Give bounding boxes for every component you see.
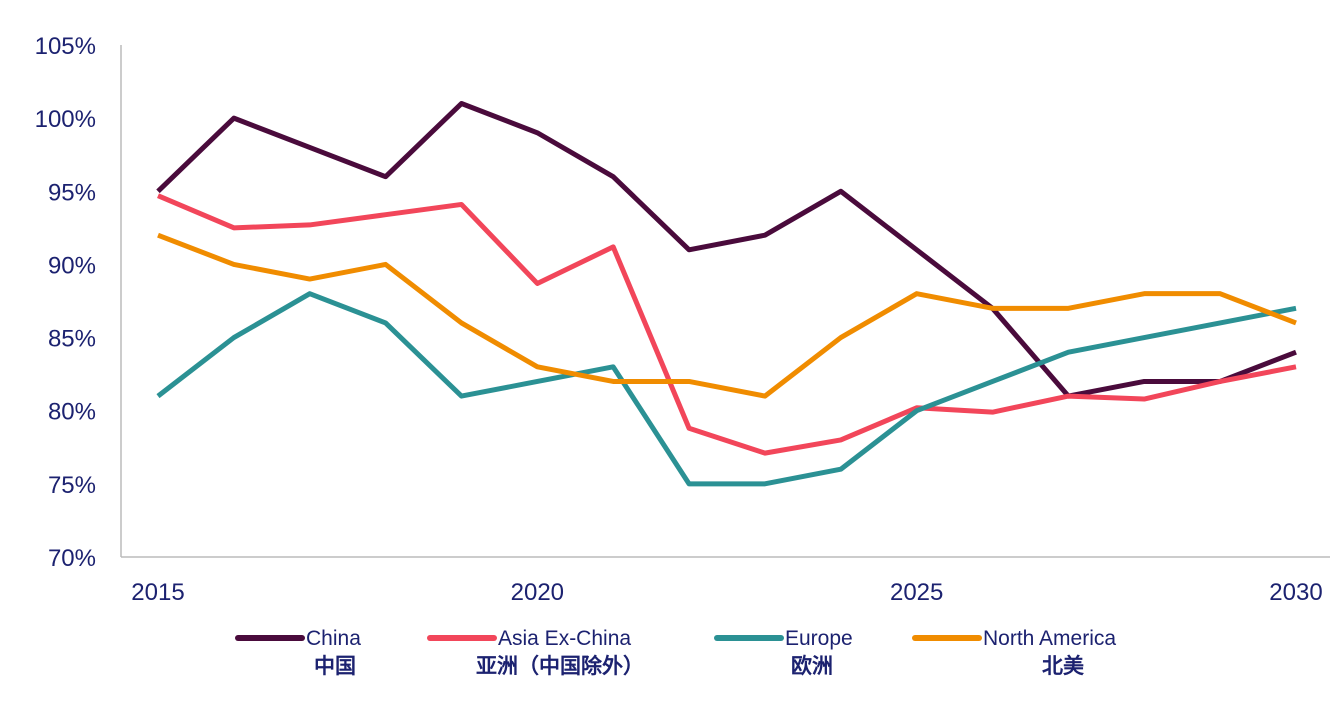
legend-item: Asia Ex-China 亚洲（中国除外） — [427, 627, 644, 678]
y-tick-label: 75% — [48, 472, 96, 499]
y-tick-label: 100% — [35, 106, 96, 133]
legend-label-cn: 亚洲（中国除外） — [476, 653, 644, 678]
legend-label: China — [306, 627, 361, 650]
y-tick-label: 105% — [35, 33, 96, 60]
y-tick-label: 80% — [48, 399, 96, 426]
series-line-china — [156, 101, 1297, 399]
x-tick-label: 2025 — [890, 579, 943, 606]
y-tick-label: 70% — [48, 545, 96, 572]
legend-item: North America 北美 — [912, 627, 1116, 678]
legend-item: China 中国 — [235, 627, 361, 678]
y-tick-label: 95% — [48, 179, 96, 206]
legend-label: North America — [983, 627, 1116, 650]
legend-label-cn: 中国 — [314, 653, 356, 678]
y-tick-label: 90% — [48, 252, 96, 279]
legend-label-cn: 欧洲 — [791, 653, 833, 678]
series-line-europe — [156, 291, 1297, 487]
x-tick-label: 2030 — [1269, 579, 1322, 606]
x-tick-label: 2015 — [131, 579, 184, 606]
legend-label-cn: 北美 — [1042, 653, 1084, 678]
y-tick-label: 85% — [48, 326, 96, 353]
legend-label: Europe — [785, 627, 853, 650]
series-line-asia-ex-china — [157, 193, 1297, 456]
x-tick-label: 2020 — [511, 579, 564, 606]
legend-label: Asia Ex-China — [498, 627, 631, 650]
legend-item: Europe 欧洲 — [714, 627, 853, 678]
series-line-north-america — [157, 232, 1297, 399]
